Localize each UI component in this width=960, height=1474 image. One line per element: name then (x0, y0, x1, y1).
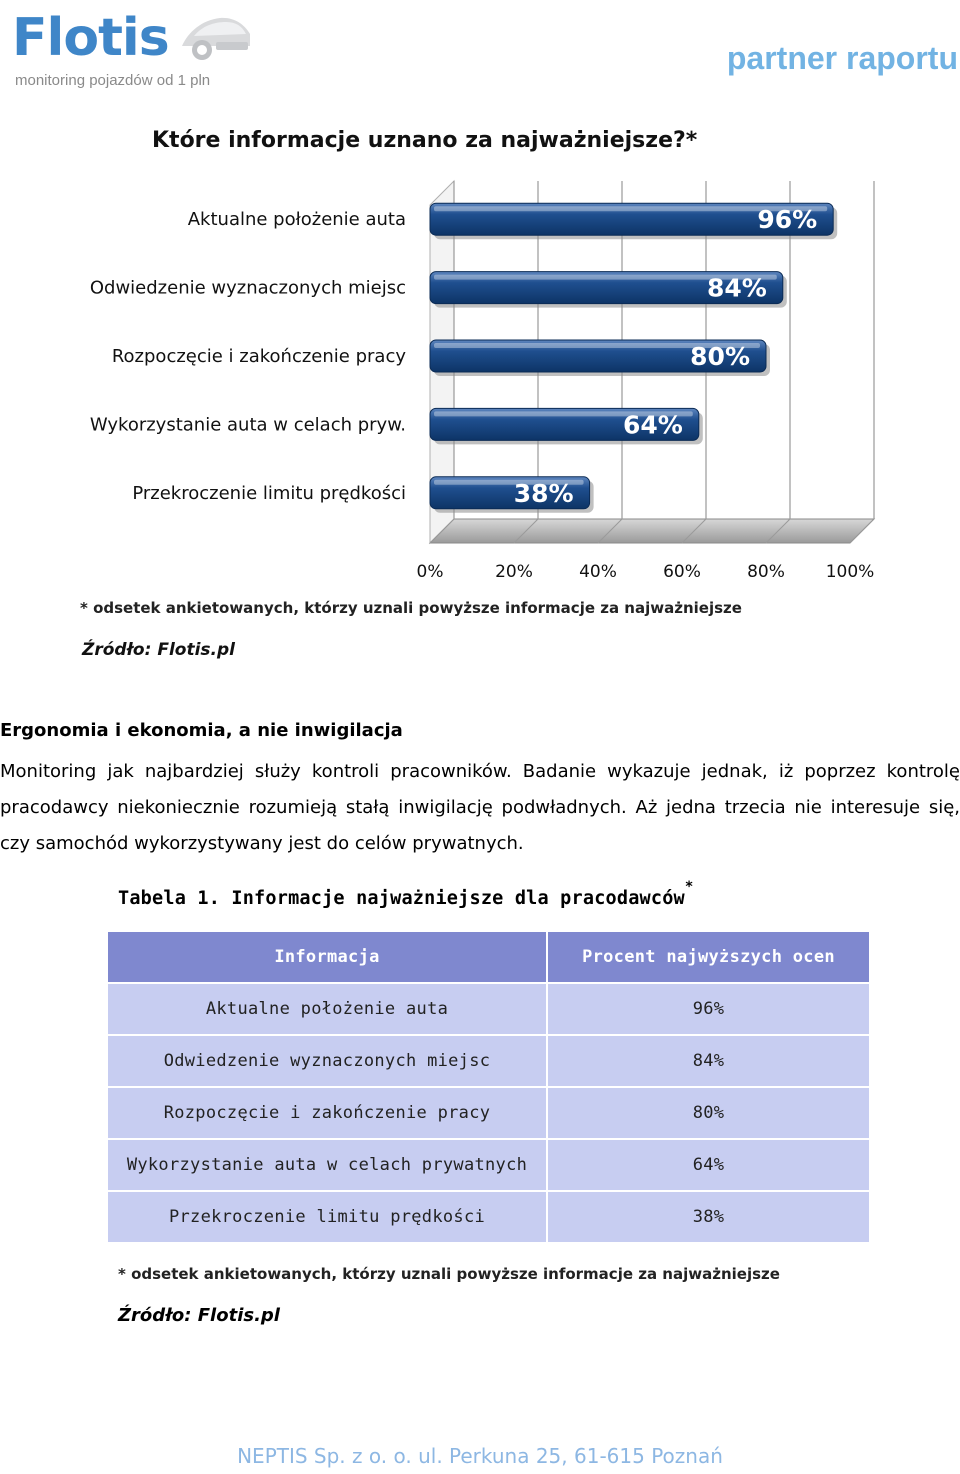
table-source: Źródło: Flotis.pl (118, 1305, 280, 1326)
chart-title: Które informacje uznano za najważniejsze… (152, 128, 698, 153)
chart-x-tick-label: 20% (495, 562, 533, 582)
chart-gridline (765, 518, 791, 544)
table-cell-info: Rozpoczęcie i zakończenie pracy (106, 1086, 548, 1140)
table-header-percent: Procent najwyższych ocen (546, 930, 871, 984)
chart-bar-highlight (434, 411, 693, 417)
chart-bar (429, 339, 767, 373)
chart-footnote: * odsetek ankietowanych, którzy uznali p… (80, 599, 742, 617)
chart-bar-value-label: 96% (757, 205, 817, 234)
chart-bar-group: 84% Odwiedzenie wyznaczonych miejsc (90, 271, 787, 308)
table-cell-percent: 64% (546, 1138, 871, 1192)
table-header-row: Informacja Procent najwyższych ocen (106, 930, 871, 984)
chart-source: Źródło: Flotis.pl (81, 638, 236, 660)
chart-category-label: Odwiedzenie wyznaczonych miejsc (90, 278, 406, 299)
chart-canvas: Które informacje uznano za najważniejsze… (80, 128, 876, 660)
table-caption: Tabela 1. Informacje najważniejsze dla p… (118, 879, 694, 910)
chart-gridline (429, 518, 455, 544)
chart-x-tick-label: 60% (663, 562, 701, 582)
chart-bar-value-label: 64% (623, 410, 683, 439)
chart-gridline (681, 518, 707, 544)
chart-bar-highlight (434, 479, 584, 485)
table-footnote: * odsetek ankietowanych, którzy uznali p… (118, 1265, 780, 1283)
table-cell-percent: 96% (546, 982, 871, 1036)
page-footer: NEPTIS Sp. z o. o. ul. Perkuna 25, 61-61… (237, 1444, 723, 1468)
table-row: Aktualne położenie auta 96% (106, 982, 871, 1036)
table-caption-text: Tabela 1. Informacje najważniejsze dla p… (118, 888, 685, 910)
logo-tagline: monitoring pojazdów od 1 pln (15, 72, 211, 89)
importance-bar-chart: Które informacje uznano za najważniejsze… (40, 115, 920, 675)
table-cell-info: Przekroczenie limitu prędkości (106, 1190, 548, 1244)
chart-category-label: Rozpoczęcie i zakończenie pracy (112, 346, 406, 367)
table-header-info: Informacja (106, 930, 548, 984)
chart-bar-highlight (434, 343, 760, 348)
article-paragraph: Monitoring jak najbardziej służy kontrol… (0, 761, 960, 854)
section-heading: Ergonomia i ekonomia, a nie inwigilacja (0, 720, 403, 741)
chart-x-ticks: 0% 20% 40% 60% 80% 100% (417, 562, 875, 582)
chart-bar-value-label: 84% (707, 274, 767, 303)
table-cell-info: Odwiedzenie wyznaczonych miejsc (106, 1034, 548, 1088)
chart-gridline (513, 518, 539, 544)
chart-category-label: Przekroczenie limitu prędkości (132, 483, 406, 504)
table-cell-percent: 38% (546, 1190, 871, 1244)
chart-bar-value-label: 38% (514, 479, 574, 508)
chart-bar (429, 476, 591, 510)
chart-bar (429, 407, 700, 441)
chart-x-tick-label: 0% (417, 562, 444, 582)
table-row: Rozpoczęcie i zakończenie pracy 80% (106, 1086, 871, 1140)
chart-bar-group: 38% Przekroczenie limitu prędkości (132, 476, 594, 513)
chart-bar (429, 202, 834, 236)
importance-table: Informacja Procent najwyższych ocen Aktu… (106, 930, 871, 1244)
table-cell-percent: 80% (546, 1086, 871, 1140)
car-icon (182, 17, 250, 60)
chart-bar-group: 96% Aktualne położenie auta (188, 202, 838, 240)
chart-x-tick-label: 40% (579, 562, 617, 582)
flotis-logo: Flotis monitoring pojazdów od 1 pln (12, 8, 252, 89)
chart-gridline (849, 518, 875, 544)
table-caption-mark: * (684, 879, 694, 895)
chart-category-label: Aktualne położenie auta (188, 209, 406, 230)
partner-label: partner raportu (726, 40, 958, 76)
chart-gridline (597, 518, 623, 544)
chart-bar-highlight (434, 206, 828, 212)
chart-x-tick-label: 80% (747, 562, 785, 582)
table-row: Odwiedzenie wyznaczonych miejsc 84% (106, 1034, 871, 1088)
chart-bar-group: 64% Wykorzystanie auta w celach pryw. (90, 407, 703, 445)
logo-wordmark: Flotis (12, 8, 170, 68)
chart-bar (429, 271, 784, 305)
table-cell-info: Wykorzystanie auta w celach prywatnych (106, 1138, 548, 1192)
table-row: Wykorzystanie auta w celach prywatnych 6… (106, 1138, 871, 1192)
table-row: Przekroczenie limitu prędkości 38% (106, 1190, 871, 1244)
chart-x-tick-label: 100% (826, 562, 875, 582)
table-cell-percent: 84% (546, 1034, 871, 1088)
chart-bar-highlight (434, 274, 777, 280)
chart-bar-group: 80% Rozpoczęcie i zakończenie pracy (112, 339, 770, 376)
chart-bars: 96% Aktualne położenie auta 84% Odwiedzenie… (90, 202, 838, 513)
table-cell-info: Aktualne położenie auta (106, 982, 548, 1036)
chart-bar-value-label: 80% (690, 342, 750, 371)
chart-floor (428, 518, 876, 544)
chart-category-label: Wykorzystanie auta w celach pryw. (90, 414, 406, 435)
